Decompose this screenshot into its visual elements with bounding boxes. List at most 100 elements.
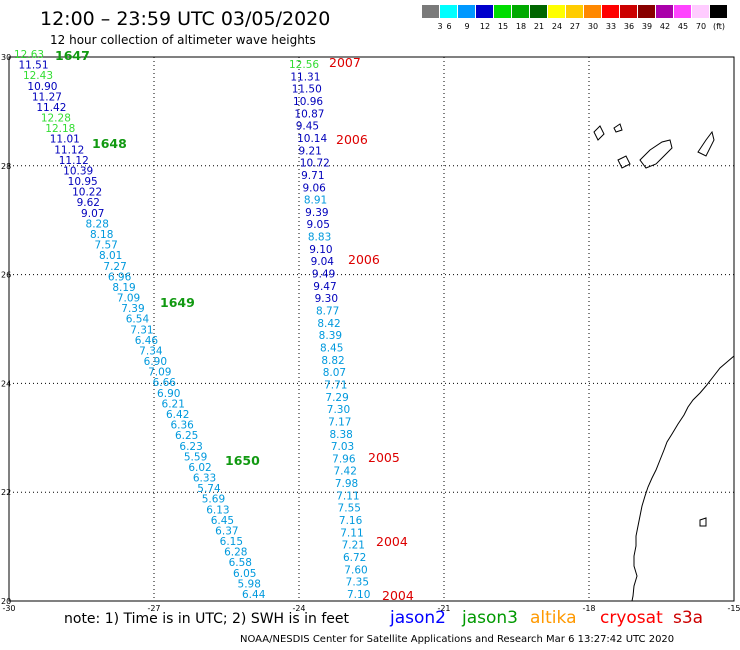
scale-swatch	[476, 5, 493, 18]
swh-value-east: 6.72	[343, 552, 366, 564]
island-outline	[697, 130, 715, 157]
legend-altika: altika	[530, 608, 577, 628]
pass-label-east: 2004	[376, 534, 408, 549]
swh-value-east: 10.87	[294, 108, 324, 120]
swh-value-west: 6.25	[175, 430, 198, 442]
swh-value-west: 10.39	[63, 165, 93, 177]
swh-value-west: 7.09	[117, 293, 140, 305]
swh-value-east: 7.17	[328, 416, 351, 428]
swh-value-east: 7.35	[346, 577, 369, 589]
pass-label-west: 1647	[55, 48, 90, 63]
swh-value-east: 8.07	[323, 367, 346, 379]
scale-swatch	[602, 5, 619, 18]
lat-tick-label: 30	[1, 53, 11, 62]
swh-value-west: 6.05	[233, 568, 256, 580]
swh-value-west: 7.57	[94, 240, 117, 252]
swh-value-east: 11.31	[290, 71, 320, 83]
swh-value-west: 9.62	[77, 197, 100, 209]
swh-value-west: 7.09	[148, 367, 171, 379]
swh-value-east: 9.49	[312, 269, 335, 281]
island-outline	[613, 123, 623, 133]
swh-value-west: 6.44	[242, 589, 266, 601]
swh-value-west: 5.59	[184, 451, 207, 463]
swh-value-east: 8.42	[317, 318, 340, 330]
swh-value-east: 7.29	[325, 392, 348, 404]
lon-tick-label: -21	[437, 604, 450, 613]
scale-label: 39	[641, 22, 653, 31]
lat-tick-label: 20	[1, 597, 11, 606]
swh-value-west: 6.58	[229, 557, 252, 569]
swh-value-west: 11.27	[32, 91, 62, 103]
pass-label-west: 1650	[225, 453, 260, 468]
swh-value-west: 12.43	[23, 70, 53, 82]
swh-value-west: 8.18	[90, 229, 113, 241]
swh-value-west: 6.28	[224, 547, 247, 559]
legend-cryosat: cryosat	[600, 608, 663, 628]
pass-label-west: 1649	[160, 295, 195, 310]
swh-value-west: 11.12	[54, 144, 84, 156]
swh-value-east: 7.11	[340, 527, 363, 539]
swh-value-east: 8.38	[329, 429, 352, 441]
swh-value-west: 9.07	[81, 208, 104, 220]
scale-swatch	[656, 5, 673, 18]
swh-value-east: 7.30	[327, 404, 350, 416]
swh-value-east: 12.56	[289, 59, 319, 71]
swh-value-east: 7.03	[331, 441, 354, 453]
swh-value-east: 9.06	[302, 182, 326, 194]
scale-label: 12	[479, 22, 491, 31]
swh-value-west: 6.21	[162, 398, 185, 410]
legend-jason3: jason3	[462, 608, 518, 628]
scale-label: 24	[551, 22, 563, 31]
swh-value-east: 7.11	[336, 490, 359, 502]
map-subtitle: 12 hour collection of altimeter wave hei…	[50, 33, 316, 47]
scale-label: 3	[437, 22, 443, 31]
legend-s3a: s3a	[673, 608, 704, 628]
swh-value-west: 6.45	[211, 515, 234, 527]
swh-value-west: 7.39	[121, 303, 144, 315]
scale-swatch	[530, 5, 547, 18]
swh-value-east: 8.83	[308, 232, 331, 244]
island-outline	[639, 139, 673, 169]
swh-value-east: 9.45	[296, 121, 319, 133]
scale-swatch	[548, 5, 565, 18]
swh-value-west: 6.23	[179, 441, 202, 453]
swh-value-west: 6.54	[126, 314, 150, 326]
swh-value-east: 9.39	[305, 207, 328, 219]
swh-value-west: 6.33	[193, 473, 216, 485]
swh-value-west: 7.31	[130, 324, 153, 336]
island-outline	[699, 517, 707, 527]
swh-value-west: 11.51	[18, 60, 48, 72]
swh-value-east: 7.55	[338, 503, 361, 515]
legend-jason2: jason2	[390, 608, 446, 628]
swh-value-west: 12.18	[45, 123, 75, 135]
pass-label-west: 1648	[92, 136, 127, 151]
scale-label: 15	[497, 22, 509, 31]
swh-value-west: 12.28	[41, 113, 71, 125]
scale-swatch	[512, 5, 529, 18]
footer-note: note: 1) Time is in UTC; 2) SWH is in fe…	[64, 611, 350, 627]
lat-tick-label: 24	[1, 379, 11, 388]
swh-value-west: 6.96	[108, 271, 132, 283]
scale-label: 42	[659, 22, 671, 31]
swh-value-west: 11.12	[59, 155, 89, 167]
swh-value-west: 5.69	[202, 494, 225, 506]
swh-value-east: 9.05	[307, 219, 330, 231]
scale-label: 33	[605, 22, 617, 31]
map-title: 12:00 – 23:59 UTC 03/05/2020	[40, 8, 331, 30]
swh-value-east: 7.71	[324, 379, 347, 391]
swh-value-east: 8.77	[316, 306, 339, 318]
scale-label: 70	[695, 22, 707, 31]
scale-swatch	[440, 5, 457, 18]
swh-value-east: 9.04	[311, 256, 335, 268]
swh-value-west: 10.95	[68, 176, 98, 188]
scale-swatch	[638, 5, 655, 18]
swh-value-east: 9.21	[298, 145, 321, 157]
island-outline	[593, 125, 605, 141]
lat-tick-label: 26	[1, 271, 11, 280]
scale-label: 36	[623, 22, 635, 31]
swh-value-east: 7.42	[334, 466, 357, 478]
lon-tick-label: -24	[292, 604, 305, 613]
scale-swatch	[710, 5, 727, 18]
lat-tick-label: 22	[1, 488, 11, 497]
